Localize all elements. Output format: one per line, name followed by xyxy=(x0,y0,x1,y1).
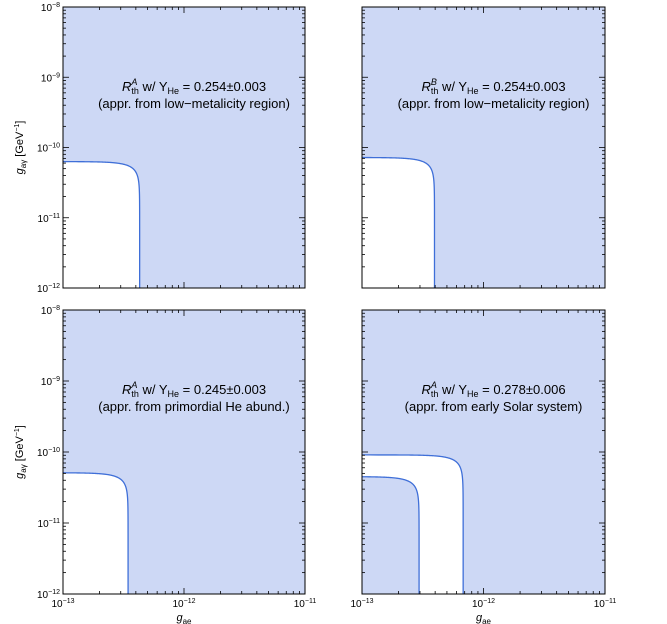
allowed-region xyxy=(63,161,140,288)
plot-area-3 xyxy=(63,310,305,594)
annotation-line-1: RA th w/ YHe = 0.245±0.003 xyxy=(122,380,266,399)
y-tick-label: 10−8 xyxy=(41,305,60,317)
y-axis-label: gaγ [GeV−1] xyxy=(14,425,28,479)
x-tick-label: 10−11 xyxy=(594,598,617,610)
bound-curve xyxy=(362,156,436,288)
panel-4: 10−13 10−12 10−11 gae RA th w/ YHe = 0.278±0.… xyxy=(351,309,617,624)
bound-curve xyxy=(63,472,129,594)
x-tick-label: 10−12 xyxy=(472,598,495,610)
annotation-line-2: (appr. from low−metalicity region) xyxy=(98,96,290,111)
annotation-line-2: (appr. from early Solar system) xyxy=(405,399,583,414)
plot-area-1 xyxy=(63,7,305,288)
y-tick-label: 10−12 xyxy=(37,283,60,295)
x-axis-label: gae xyxy=(176,612,192,624)
y-tick-label: 10−12 xyxy=(37,589,60,601)
y-tick-label: 10−11 xyxy=(38,213,61,225)
allowed-region xyxy=(362,157,435,288)
ticks xyxy=(62,7,305,289)
annotation-line-1: RA th w/ YHe = 0.254±0.003 xyxy=(122,77,266,96)
bound-curve xyxy=(63,160,141,288)
y-axis-label: gaγ [GeV−1] xyxy=(14,121,28,175)
y-tick-label: 10−11 xyxy=(38,518,61,530)
ticks xyxy=(361,310,605,595)
plot-area-2 xyxy=(362,7,605,288)
x-tick-label: 10−13 xyxy=(52,598,75,610)
allowed-region xyxy=(63,472,129,594)
bound-curve-lower xyxy=(362,476,420,594)
plot-area-4 xyxy=(362,310,605,594)
allowed-band xyxy=(362,454,464,594)
annotation-line-1: RA th w/ YHe = 0.278±0.006 xyxy=(421,380,565,399)
y-tick-label: 10−10 xyxy=(37,447,60,459)
y-tick-label: 10−10 xyxy=(37,143,60,155)
panel-2: RB th w/ YHe = 0.254±0.003(appr. from low… xyxy=(361,6,606,289)
x-axis-label: gae xyxy=(476,612,492,624)
y-tick-label: 10−9 xyxy=(41,376,60,388)
annotation-line-2: (appr. from primordial He abund.) xyxy=(98,399,289,414)
bound-curve-upper xyxy=(362,454,464,594)
ticks xyxy=(62,310,305,595)
y-tick-label: 10−8 xyxy=(41,2,60,14)
x-tick-label: 10−12 xyxy=(173,598,196,610)
y-tick-label: 10−9 xyxy=(41,72,60,84)
ticks xyxy=(361,7,605,289)
panel-1: 10−12 10−11 10−10 10−9 10−8 gaγ [GeV−1] RA th w… xyxy=(14,2,306,295)
annotation-line-2: (appr. from low−metalicity region) xyxy=(398,96,590,111)
x-tick-label: 10−11 xyxy=(294,598,317,610)
annotation-line-1: RB th w/ YHe = 0.254±0.003 xyxy=(421,77,565,96)
x-tick-label: 10−13 xyxy=(351,598,374,610)
